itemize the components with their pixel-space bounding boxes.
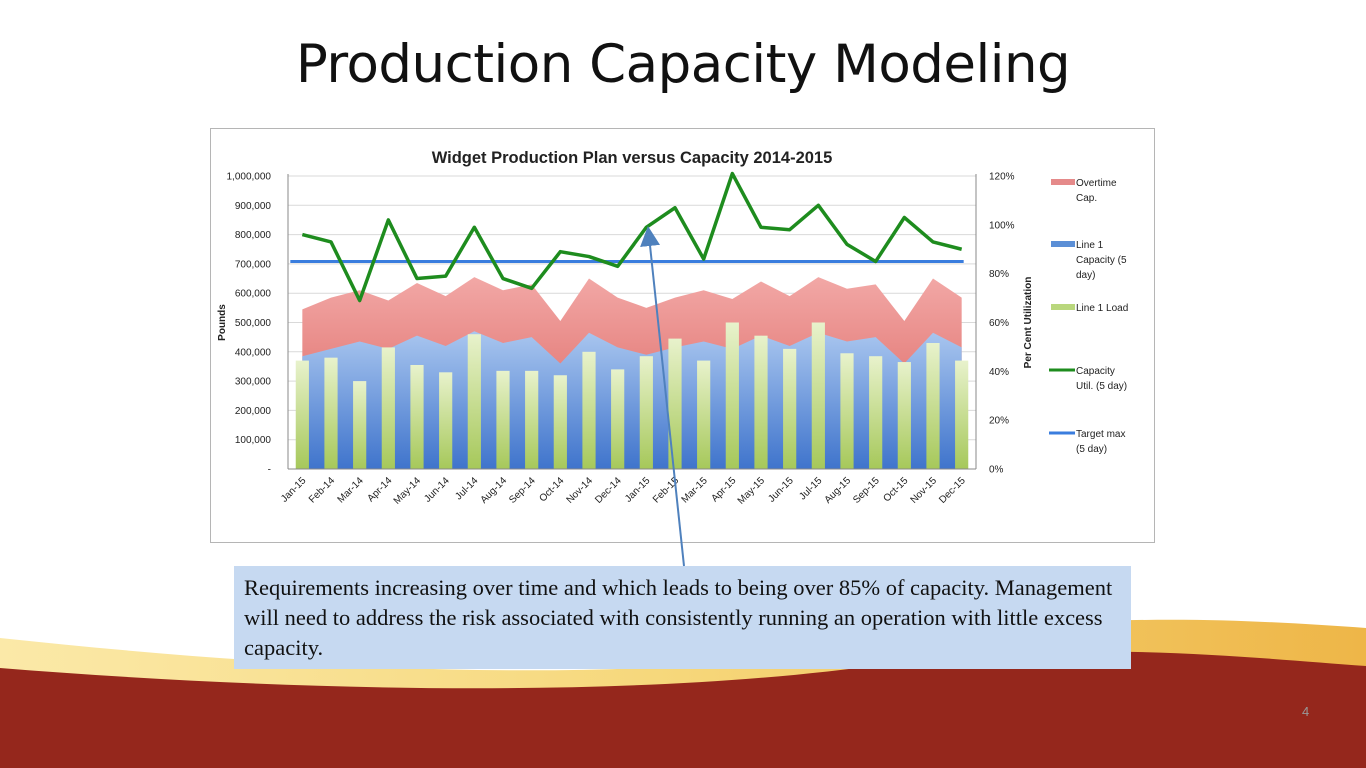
bar-line1-load (381, 347, 395, 469)
x-tick-label: Jun-15 (766, 475, 796, 505)
legend-label: Overtime (1076, 178, 1117, 189)
bar-line1-load (955, 360, 969, 469)
bar-line1-load (754, 335, 768, 469)
x-tick-label: Mar-14 (336, 475, 366, 505)
y-tick-label: 100,000 (235, 435, 272, 446)
bar-line1-load (525, 370, 539, 469)
y-tick-label: 300,000 (235, 377, 272, 388)
y2-tick-label: 100% (989, 220, 1015, 231)
chart-title: Widget Production Plan versus Capacity 2… (432, 149, 833, 167)
bar-line1-load (668, 338, 682, 469)
x-tick-label: Jul-14 (453, 475, 480, 502)
y2-tick-label: 120% (989, 172, 1015, 183)
y2-tick-label: 60% (989, 318, 1009, 329)
x-tick-label: Jun-14 (422, 475, 452, 505)
y-tick-label: 800,000 (235, 230, 272, 241)
legend-label: Capacity (1076, 366, 1115, 377)
legend-label: Capacity (5 (1076, 255, 1127, 266)
bar-line1-load (725, 322, 739, 469)
y-tick-label: 200,000 (235, 406, 272, 417)
bar-line1-load (811, 322, 825, 469)
x-tick-label: Jul-15 (797, 475, 824, 502)
bar-line1-load (553, 375, 567, 469)
bar-line1-load (353, 381, 367, 469)
bar-line1-load (324, 357, 338, 469)
chart-frame: Widget Production Plan versus Capacity 2… (210, 128, 1155, 543)
x-tick-label: Nov-15 (909, 475, 940, 506)
x-tick-label: May-14 (392, 475, 424, 507)
legend-label: Line 1 (1076, 240, 1104, 251)
chart-svg: Widget Production Plan versus Capacity 2… (217, 149, 1128, 507)
x-tick-label: Apr-14 (365, 475, 394, 504)
bar-line1-load (496, 370, 510, 469)
x-tick-label: Sep-15 (851, 475, 882, 506)
x-tick-label: Oct-14 (537, 475, 566, 504)
y-tick-label: 600,000 (235, 289, 272, 300)
legend-swatch (1051, 304, 1075, 310)
x-tick-label: Feb-14 (307, 475, 337, 505)
bar-line1-load (697, 360, 711, 469)
bar-line1-load (783, 348, 797, 469)
bar-line1-load (611, 369, 625, 469)
bar-line1-load (840, 353, 854, 469)
x-tick-label: Jan-15 (623, 475, 653, 505)
y-tick-label: 400,000 (235, 347, 272, 358)
bar-line1-load (439, 372, 453, 469)
area-line1-capacity (302, 331, 962, 469)
bar-line1-load (295, 360, 309, 469)
y-tick-label: 700,000 (235, 259, 272, 270)
legend-label: Util. (5 day) (1076, 381, 1127, 392)
legend-label: Cap. (1076, 193, 1097, 204)
x-tick-label: Jan-15 (279, 475, 309, 505)
x-tick-label: Aug-15 (823, 475, 854, 506)
bar-line1-load (410, 364, 424, 469)
y-axis-title: Pounds (217, 304, 228, 341)
bar-line1-load (582, 351, 596, 469)
y2-tick-label: 0% (989, 465, 1004, 476)
bar-line1-load (869, 356, 883, 469)
legend-label: day) (1076, 270, 1095, 281)
bar-line1-load (926, 343, 940, 469)
x-tick-label: Aug-14 (479, 475, 510, 506)
legend-swatch (1051, 179, 1075, 185)
x-tick-label: Dec-14 (593, 475, 624, 506)
x-tick-label: Sep-14 (507, 475, 538, 506)
legend-label: Target max (1076, 429, 1125, 440)
y-tick-label: 1,000,000 (227, 172, 272, 183)
legend-swatch (1051, 241, 1075, 247)
page-number: 4 (1302, 704, 1310, 719)
y2-axis-title: Per Cent Utilization (1023, 277, 1034, 369)
line-capacity-util (301, 171, 963, 303)
y-tick-label: - (268, 465, 271, 476)
x-tick-label: Nov-14 (565, 475, 596, 506)
x-tick-label: Oct-15 (881, 475, 910, 504)
y2-tick-label: 20% (989, 416, 1009, 427)
bar-line1-load (467, 334, 481, 469)
y2-tick-label: 80% (989, 269, 1009, 280)
x-tick-label: Dec-15 (937, 475, 968, 506)
x-tick-label: Mar-15 (680, 475, 710, 505)
bar-line1-load (639, 356, 653, 469)
y2-tick-label: 40% (989, 367, 1009, 378)
x-tick-label: Apr-15 (709, 475, 738, 504)
x-tick-label: Feb-15 (651, 475, 681, 505)
y-tick-label: 500,000 (235, 318, 272, 329)
legend-label: (5 day) (1076, 444, 1107, 455)
slide-title: Production Capacity Modeling (295, 34, 1071, 95)
callout-box: Requirements increasing over time and wh… (234, 566, 1131, 669)
y-tick-label: 900,000 (235, 201, 272, 212)
bar-line1-load (897, 362, 911, 469)
x-tick-label: May-15 (736, 475, 768, 507)
legend-label: Line 1 Load (1076, 303, 1128, 314)
